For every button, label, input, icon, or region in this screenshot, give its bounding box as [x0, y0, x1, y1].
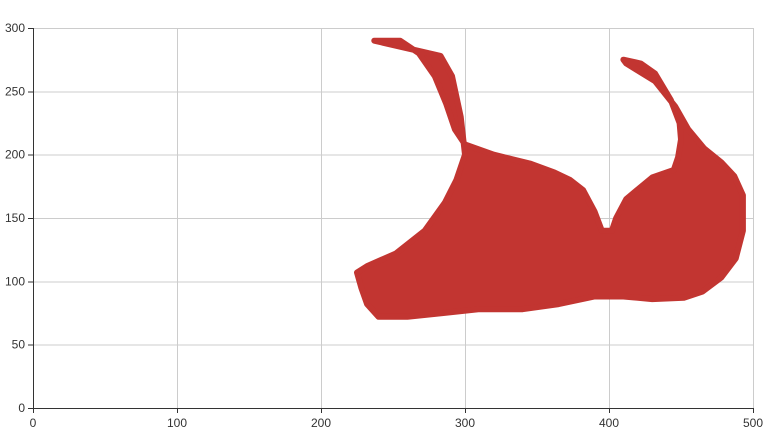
x-tick-label: 100 — [167, 416, 187, 430]
x-tick-label: 0 — [30, 416, 37, 430]
x-tick-label: 300 — [455, 416, 475, 430]
axes — [33, 28, 753, 409]
x-tick-label: 400 — [599, 416, 619, 430]
x-tick-label: 200 — [311, 416, 331, 430]
y-tick-label: 50 — [12, 338, 26, 352]
grid-lines — [33, 28, 754, 408]
series-area-0 — [354, 37, 746, 320]
y-tick-label: 200 — [5, 148, 25, 162]
y-tick-label: 300 — [5, 21, 25, 35]
y-tick-label: 100 — [5, 274, 25, 288]
x-axis: 0 100 200 300 400 500 — [30, 408, 763, 430]
series-layer — [354, 37, 746, 320]
y-tick-label: 0 — [18, 401, 25, 415]
y-axis: 0 50 100 150 200 250 300 — [5, 21, 33, 415]
y-tick-label: 150 — [5, 211, 25, 225]
x-tick-label: 500 — [743, 416, 763, 430]
y-tick-label: 250 — [5, 84, 25, 98]
